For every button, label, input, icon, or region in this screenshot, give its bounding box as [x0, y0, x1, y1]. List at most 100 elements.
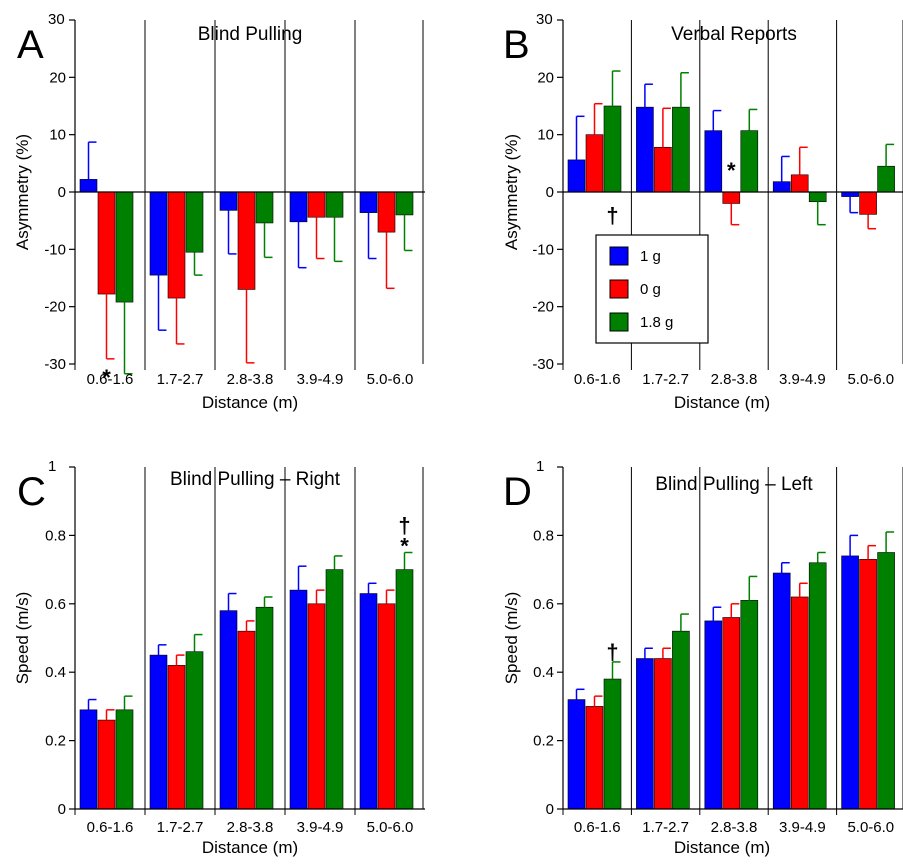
x-tick-label: 0.6-1.6 — [574, 819, 621, 836]
chart-panel-a: A Blind Pulling -30 -20 -10 0 10 20 30 0.6-1.6 1.7… — [13, 11, 425, 412]
panel-letter: D — [503, 470, 532, 514]
bar-1_8g-3.9-4.9 — [325, 569, 344, 810]
y-tick-label: 10 — [537, 127, 554, 144]
x-tick-label: 5.0-6.0 — [847, 371, 894, 388]
x-tick-label: 1.7-2.7 — [157, 819, 204, 836]
bar-1_8g-0.6-1.6 — [115, 191, 134, 303]
x-tick-label: 3.9-4.9 — [779, 371, 826, 388]
bar-1_8g-1.7-2.7 — [672, 106, 690, 193]
x-axis-label: Distance (m) — [202, 393, 298, 412]
y-tick-label: 0.2 — [533, 733, 554, 750]
y-axis-label: Asymmetry (%) — [13, 134, 32, 250]
chart-legend: 1 g 0 g 1.8 g — [595, 234, 709, 344]
chart-title: Blind Pulling – Right — [170, 469, 341, 490]
y-tick-label: 0.8 — [533, 527, 554, 544]
x-tick-label: 2.8-3.8 — [711, 371, 758, 388]
bar-0g-2.8-3.8 — [722, 617, 741, 810]
bar-1g-0.6-1.6 — [79, 179, 98, 193]
bar-1_8g-3.9-4.9 — [808, 562, 827, 810]
y-tick-label: -20 — [532, 299, 554, 316]
bar-1g-5.0-6.0 — [359, 593, 378, 810]
bar-1g-2.8-3.8 — [219, 610, 238, 810]
bar-1g-3.9-4.9 — [289, 589, 308, 810]
bar-0g-0.6-1.6 — [97, 719, 116, 810]
bar-0g-1.7-2.7 — [167, 665, 186, 810]
bar-1g-1.7-2.7 — [149, 654, 168, 810]
x-tick-label: 3.9-4.9 — [297, 371, 344, 388]
annotation-mark: † — [606, 203, 618, 228]
x-tick-label: 0.6-1.6 — [574, 371, 621, 388]
bar-1g-3.9-4.9 — [772, 572, 791, 810]
bar-0g-3.9-4.9 — [307, 191, 326, 218]
bar-0g-5.0-6.0 — [859, 559, 877, 810]
annotation-mark: * — [400, 534, 409, 559]
y-tick-label: 30 — [48, 11, 65, 28]
bar-0g-3.9-4.9 — [790, 174, 809, 193]
bar-1_8g-1.7-2.7 — [672, 630, 690, 810]
bar-1_8g-1.7-2.7 — [185, 651, 204, 810]
x-tick-label: 3.9-4.9 — [779, 819, 826, 836]
bar-0g-0.6-1.6 — [585, 706, 604, 810]
bar-1g-0.6-1.6 — [567, 699, 586, 810]
bar-1g-2.8-3.8 — [219, 191, 238, 211]
panel-letter: A — [17, 23, 44, 67]
x-tick-label: 2.8-3.8 — [227, 371, 274, 388]
bar-1_8g-2.8-3.8 — [255, 606, 274, 810]
x-axis-label: Distance (m) — [202, 838, 298, 857]
bar-1_8g-0.6-1.6 — [603, 678, 622, 810]
annotation-mark: † — [606, 640, 618, 665]
chart-title: Blind Pulling — [198, 24, 303, 45]
bar-1g-1.7-2.7 — [636, 106, 654, 193]
legend-label: 1.8 g — [640, 314, 673, 331]
chart-title: Blind Pulling – Left — [655, 474, 813, 495]
y-tick-label: 0 — [58, 801, 66, 818]
y-tick-label: -20 — [44, 299, 66, 316]
x-tick-label: 1.7-2.7 — [642, 819, 689, 836]
y-tick-label: 0.2 — [45, 733, 66, 750]
legend-swatch — [609, 312, 629, 332]
bar-1_8g-2.8-3.8 — [740, 600, 759, 810]
y-tick-label: 1 — [48, 458, 56, 475]
y-tick-label: -30 — [532, 356, 554, 373]
bar-1_8g-0.6-1.6 — [115, 709, 134, 810]
y-tick-label: 20 — [49, 69, 66, 86]
annotation-mark: * — [727, 158, 736, 183]
bar-1g-5.0-6.0 — [359, 191, 378, 213]
bar-1_8g-2.8-3.8 — [255, 191, 274, 224]
bar-0g-3.9-4.9 — [790, 596, 809, 810]
y-tick-label: 0 — [58, 184, 66, 201]
x-tick-label: 5.0-6.0 — [367, 371, 414, 388]
bar-0g-0.6-1.6 — [585, 134, 604, 193]
bar-1_8g-5.0-6.0 — [877, 552, 895, 810]
bar-1_8g-5.0-6.0 — [395, 569, 414, 810]
chart-title: Verbal Reports — [671, 24, 797, 45]
y-tick-label: -10 — [532, 241, 554, 258]
legend-swatch — [609, 246, 629, 266]
chart-panel-b: B Verbal Reports -30 -20 -10 0 10 20 30 0.6-1.6 1.… — [502, 11, 903, 412]
bar-1g-5.0-6.0 — [841, 191, 859, 197]
panel-letter: C — [17, 470, 46, 514]
bar-0g-5.0-6.0 — [377, 603, 396, 810]
y-tick-label: 0.6 — [45, 596, 66, 613]
y-tick-label: 20 — [537, 69, 554, 86]
bar-0g-2.8-3.8 — [237, 630, 256, 810]
x-tick-label: 0.6-1.6 — [87, 371, 134, 388]
x-tick-label: 1.7-2.7 — [642, 371, 689, 388]
y-tick-label: 30 — [536, 11, 553, 28]
bar-1_8g-3.9-4.9 — [325, 191, 344, 218]
bar-1_8g-2.8-3.8 — [740, 130, 759, 193]
bar-1_8g-5.0-6.0 — [877, 165, 895, 193]
bar-1g-2.8-3.8 — [704, 130, 723, 193]
y-tick-label: 0 — [546, 801, 554, 818]
bar-1_8g-0.6-1.6 — [603, 105, 622, 193]
bar-0g-5.0-6.0 — [859, 191, 877, 215]
bar-1g-0.6-1.6 — [79, 709, 98, 810]
bar-0g-1.7-2.7 — [654, 658, 672, 810]
bar-1g-3.9-4.9 — [289, 191, 308, 223]
bar-0g-2.8-3.8 — [722, 191, 741, 204]
bar-1g-0.6-1.6 — [567, 159, 586, 193]
bar-0g-2.8-3.8 — [237, 191, 256, 290]
chart-panel-c: C Blind Pulling – Right 0 0.2 0.4 0.6 0.8 1 0.6-… — [13, 458, 425, 857]
x-tick-label: 0.6-1.6 — [87, 819, 134, 836]
